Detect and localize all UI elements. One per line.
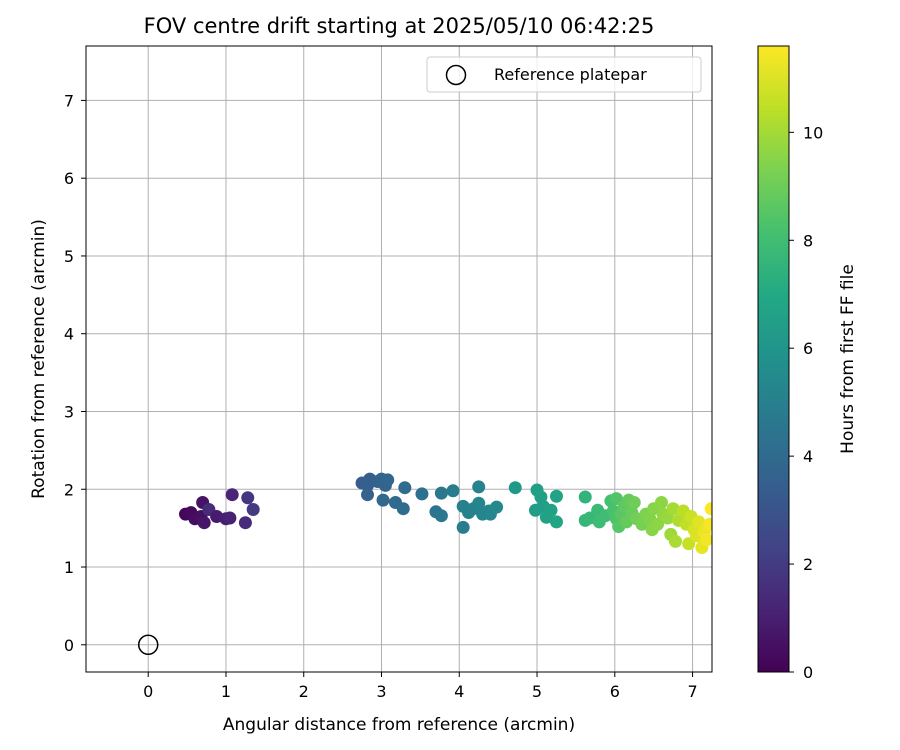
legend: Reference platepar bbox=[426, 56, 702, 93]
colorbar-label: Hours from first FF file bbox=[838, 264, 858, 454]
data-point bbox=[700, 533, 712, 547]
data-point bbox=[456, 520, 470, 534]
axis-ticks: 0 1 2 3 4 5 6 7 0 1 2 3 4 5 6 7 bbox=[64, 91, 698, 701]
data-point bbox=[544, 503, 558, 517]
data-point bbox=[549, 489, 563, 503]
colorbar-tick-label: 10 bbox=[803, 123, 823, 142]
data-point bbox=[223, 511, 237, 525]
data-point bbox=[361, 488, 375, 502]
data-point bbox=[472, 496, 486, 510]
data-point bbox=[197, 516, 211, 530]
y-axis-label: Rotation from reference (arcmin) bbox=[29, 219, 49, 499]
x-axis-label: Angular distance from reference (arcmin) bbox=[223, 715, 575, 735]
data-point bbox=[704, 502, 712, 516]
data-point bbox=[241, 491, 255, 505]
data-point bbox=[446, 484, 460, 498]
data-point bbox=[703, 517, 712, 531]
data-point bbox=[578, 490, 592, 504]
data-point bbox=[472, 480, 486, 494]
data-point bbox=[415, 487, 429, 501]
y-tick-label: 0 bbox=[64, 636, 74, 655]
colorbar-tick-label: 4 bbox=[803, 447, 813, 466]
x-tick-label: 4 bbox=[454, 682, 464, 701]
data-point bbox=[434, 486, 448, 500]
grid-lines bbox=[86, 46, 712, 672]
data-point bbox=[396, 502, 410, 516]
data-point bbox=[549, 515, 563, 529]
x-tick-label: 7 bbox=[687, 682, 697, 701]
x-tick-label: 3 bbox=[376, 682, 386, 701]
colorbar-tick-label: 0 bbox=[803, 663, 813, 682]
data-point bbox=[225, 488, 239, 502]
plot-frame bbox=[85, 45, 713, 673]
reference-platepar-marker bbox=[137, 634, 159, 656]
x-tick-label: 5 bbox=[532, 682, 542, 701]
x-tick-label: 2 bbox=[299, 682, 309, 701]
data-point bbox=[666, 502, 680, 516]
y-tick-label: 3 bbox=[64, 402, 74, 421]
data-point bbox=[246, 502, 260, 516]
data-point bbox=[398, 481, 412, 495]
data-point bbox=[627, 495, 641, 509]
chart-title: FOV centre drift starting at 2025/05/10 … bbox=[144, 14, 655, 38]
data-points bbox=[179, 472, 712, 555]
legend-entry-reference-platepar: Reference platepar bbox=[494, 65, 647, 84]
data-point bbox=[651, 517, 665, 531]
y-tick-label: 4 bbox=[64, 325, 74, 344]
colorbar: 0 2 4 6 8 10 Hours from first FF file bbox=[757, 45, 858, 682]
colorbar-tick-label: 2 bbox=[803, 555, 813, 574]
data-point bbox=[376, 493, 390, 507]
y-tick-label: 7 bbox=[64, 91, 74, 110]
data-point bbox=[668, 534, 682, 548]
data-point bbox=[434, 509, 448, 523]
data-point bbox=[508, 481, 522, 495]
data-point bbox=[692, 515, 706, 529]
y-tick-label: 2 bbox=[64, 480, 74, 499]
legend-box bbox=[426, 56, 702, 93]
x-tick-label: 0 bbox=[143, 682, 153, 701]
data-point bbox=[381, 473, 395, 487]
colorbar-ticks: 0 2 4 6 8 10 bbox=[789, 123, 823, 682]
y-tick-label: 1 bbox=[64, 558, 74, 577]
colorbar-gradient bbox=[757, 45, 790, 673]
colorbar-tick-label: 8 bbox=[803, 231, 813, 250]
x-tick-label: 6 bbox=[610, 682, 620, 701]
legend-marker-icon bbox=[445, 64, 467, 86]
x-tick-label: 1 bbox=[221, 682, 231, 701]
data-point bbox=[238, 516, 252, 530]
data-point bbox=[490, 500, 504, 514]
data-point bbox=[654, 495, 668, 509]
y-tick-label: 6 bbox=[64, 169, 74, 188]
colorbar-tick-label: 6 bbox=[803, 339, 813, 358]
y-tick-label: 5 bbox=[64, 247, 74, 266]
